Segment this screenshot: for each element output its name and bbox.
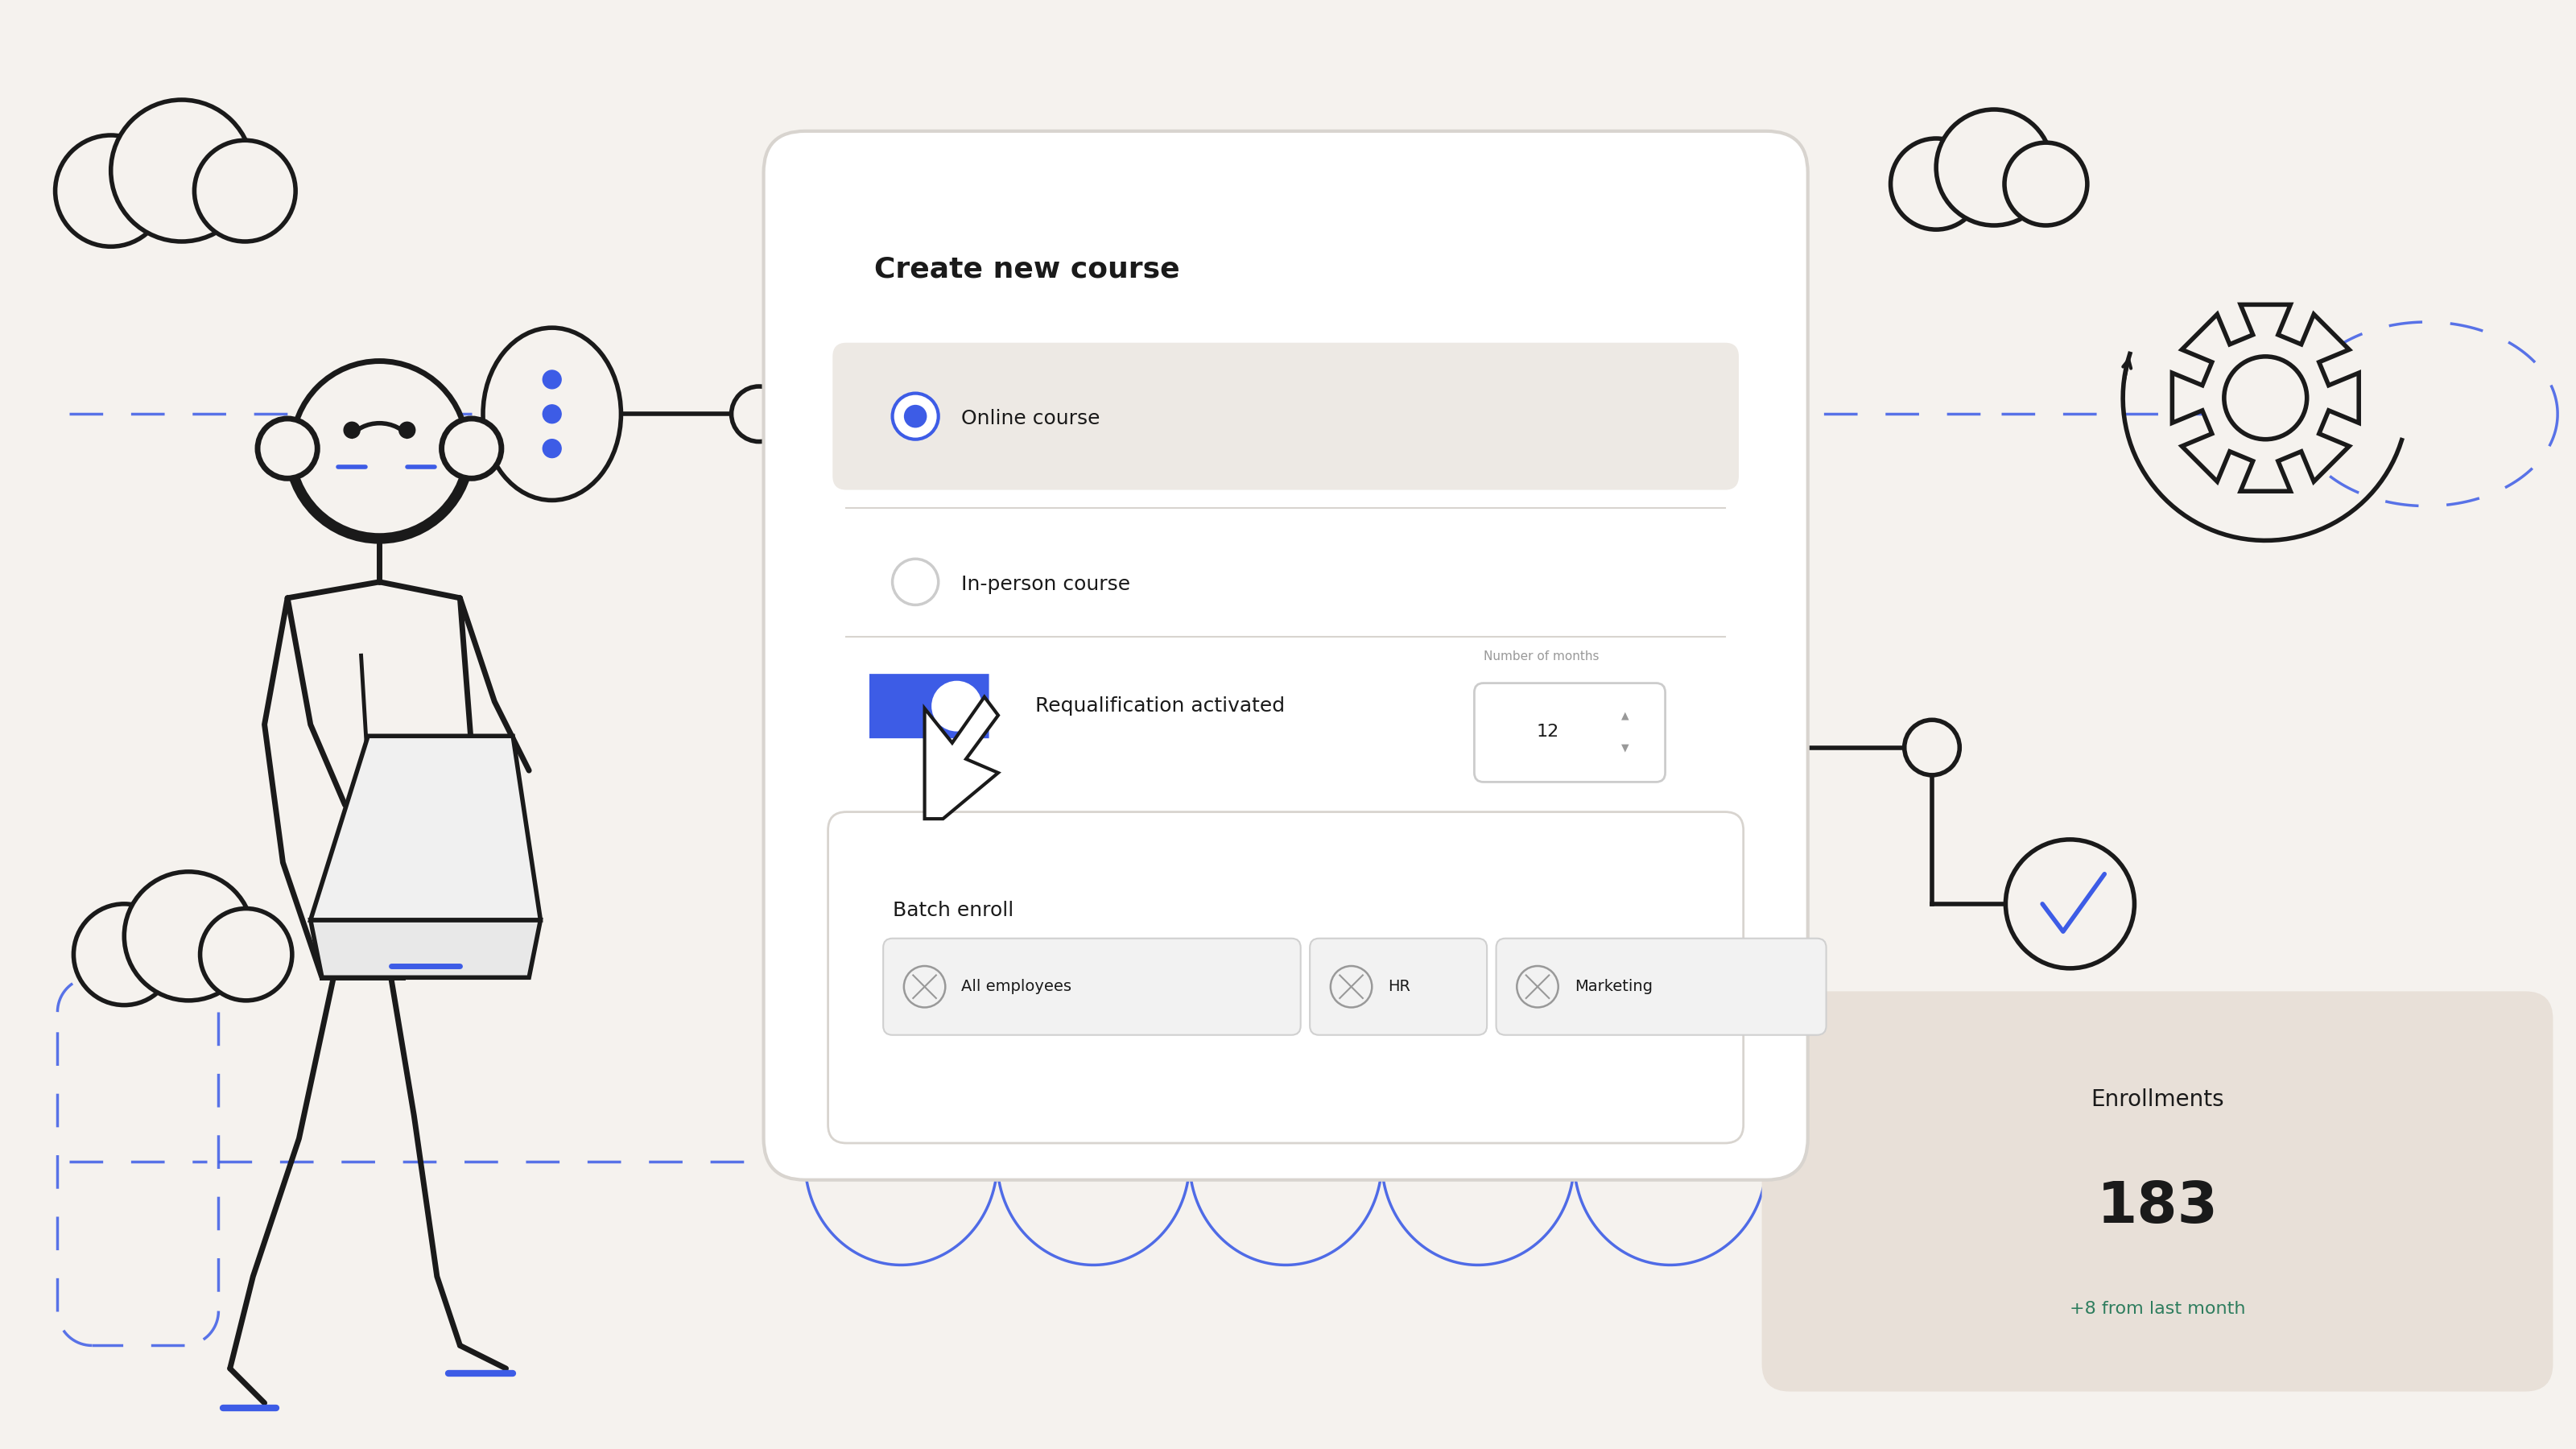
Circle shape <box>2004 142 2087 226</box>
Circle shape <box>399 422 415 438</box>
FancyBboxPatch shape <box>871 674 989 739</box>
Text: Online course: Online course <box>961 409 1100 429</box>
Polygon shape <box>925 697 999 819</box>
Circle shape <box>2007 839 2136 968</box>
Circle shape <box>933 681 981 732</box>
Circle shape <box>440 419 502 478</box>
Circle shape <box>544 371 562 388</box>
Text: All employees: All employees <box>961 980 1072 994</box>
Circle shape <box>124 872 252 1000</box>
Circle shape <box>1937 110 2053 226</box>
Polygon shape <box>312 736 541 920</box>
Text: Number of months: Number of months <box>1484 651 1600 662</box>
Circle shape <box>111 100 252 242</box>
Text: Batch enroll: Batch enroll <box>891 901 1012 920</box>
Circle shape <box>904 404 927 427</box>
Circle shape <box>1904 720 1960 775</box>
Text: ▼: ▼ <box>1620 742 1628 752</box>
Circle shape <box>732 387 786 442</box>
Circle shape <box>891 393 938 439</box>
Circle shape <box>258 419 317 478</box>
Text: HR: HR <box>1388 980 1412 994</box>
Text: Requalification activated: Requalification activated <box>1036 697 1285 716</box>
Circle shape <box>544 439 562 458</box>
Ellipse shape <box>484 327 621 500</box>
FancyBboxPatch shape <box>1473 682 1664 782</box>
FancyBboxPatch shape <box>832 343 1739 490</box>
Circle shape <box>2223 356 2308 439</box>
FancyBboxPatch shape <box>827 811 1744 1143</box>
Circle shape <box>193 141 296 242</box>
FancyBboxPatch shape <box>884 939 1301 1035</box>
FancyBboxPatch shape <box>1497 939 1826 1035</box>
Text: ▲: ▲ <box>1620 710 1628 720</box>
Text: Create new course: Create new course <box>873 255 1180 283</box>
Circle shape <box>201 909 291 1000</box>
Text: 183: 183 <box>2097 1179 2218 1235</box>
Circle shape <box>544 404 562 423</box>
Polygon shape <box>312 920 541 978</box>
Polygon shape <box>2172 304 2360 491</box>
Text: 12: 12 <box>1535 723 1558 739</box>
FancyBboxPatch shape <box>1762 991 2553 1391</box>
Circle shape <box>291 361 466 536</box>
Text: Enrollments: Enrollments <box>2092 1088 2223 1111</box>
Circle shape <box>54 135 167 246</box>
Circle shape <box>891 559 938 604</box>
Text: Marketing: Marketing <box>1574 980 1651 994</box>
FancyBboxPatch shape <box>1309 939 1486 1035</box>
Circle shape <box>75 904 175 1006</box>
Circle shape <box>343 422 361 438</box>
FancyBboxPatch shape <box>762 130 1808 1179</box>
Text: +8 from last month: +8 from last month <box>2069 1301 2246 1317</box>
Circle shape <box>1891 139 1981 229</box>
Text: In-person course: In-person course <box>961 575 1131 594</box>
